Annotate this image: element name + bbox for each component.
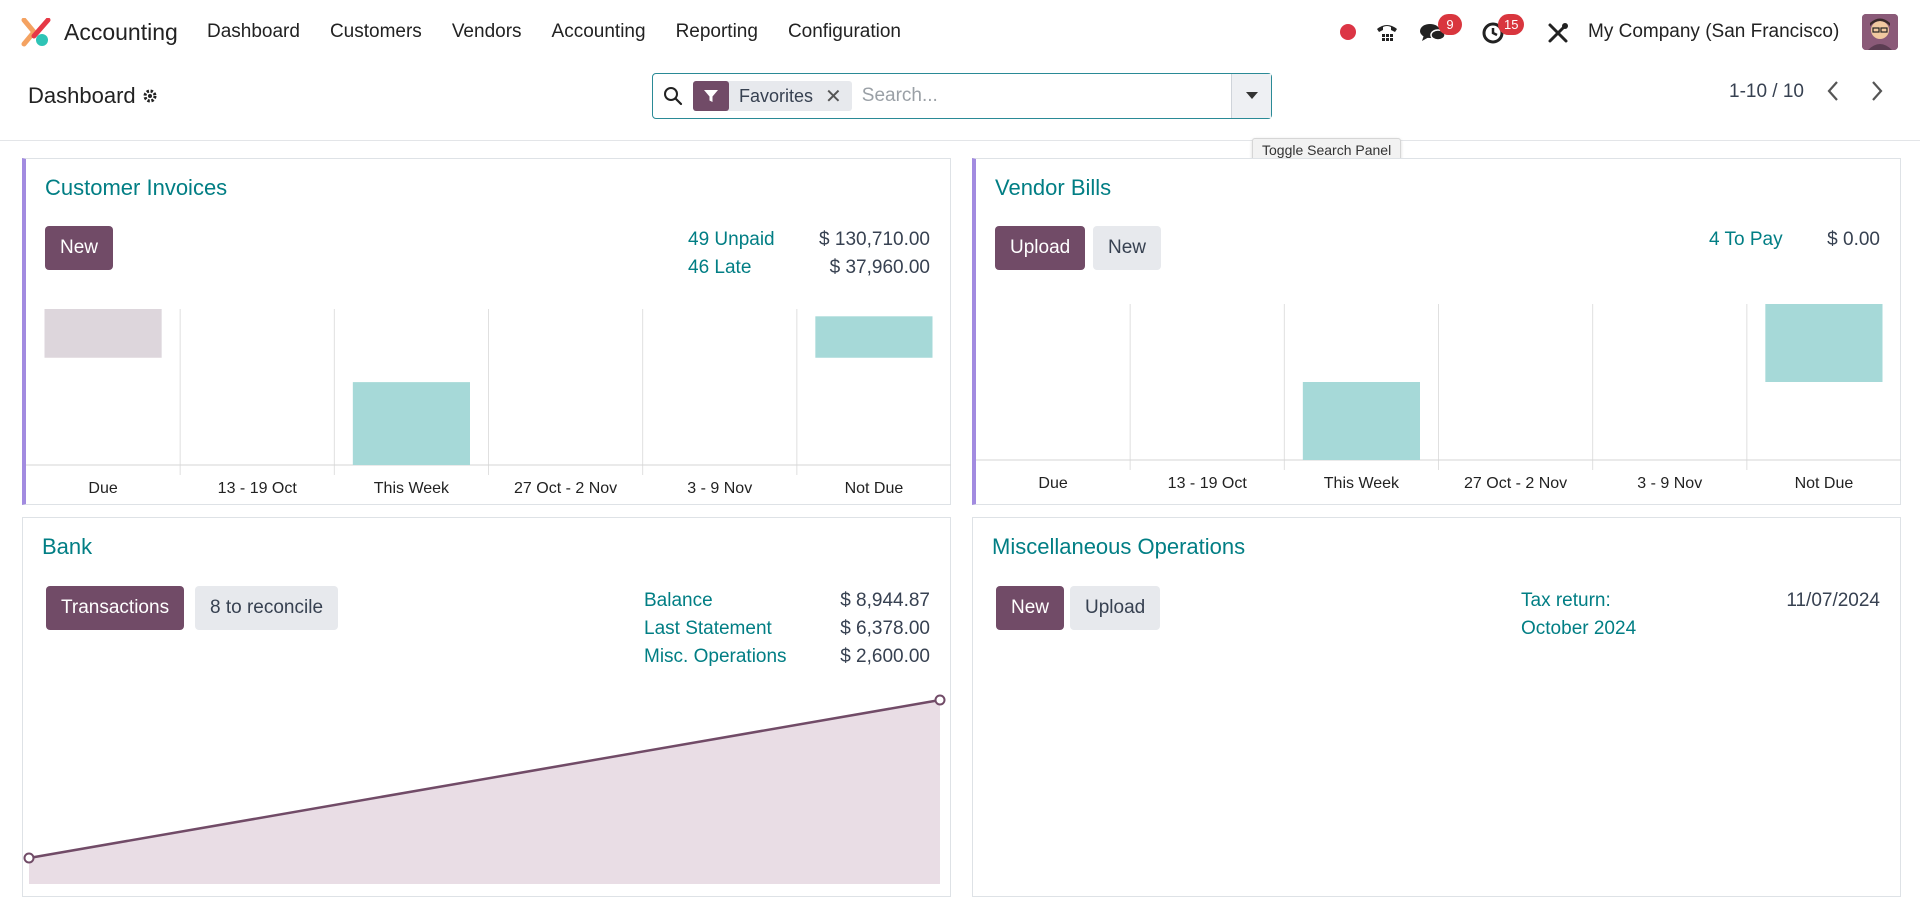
page-title: Dashboard — [28, 83, 136, 108]
reconcile-button[interactable]: 8 to reconcile — [195, 586, 339, 630]
chart-point[interactable] — [23, 852, 35, 864]
pager-value[interactable]: 1-10 / 10 — [1729, 81, 1804, 102]
chart-tick-label: 27 Oct - 2 Nov — [1464, 475, 1567, 492]
control-panel-divider — [0, 140, 1920, 141]
unpaid-invoices-amount: $ 130,710.00 — [819, 229, 930, 250]
chart-tick-label: 13 - 19 Oct — [218, 480, 298, 497]
unpaid-invoices-link[interactable]: 49 Unpaid — [688, 229, 775, 250]
messages-badge: 9 — [1438, 14, 1462, 35]
to-pay-amount: $ 0.00 — [1827, 229, 1880, 250]
chart-tick-label: 3 - 9 Nov — [1637, 475, 1702, 492]
chart-tick-label: This Week — [374, 480, 450, 497]
misc-operations-card: Miscellaneous Operations New Upload Tax … — [972, 517, 1901, 897]
chart-tick-label: This Week — [1324, 475, 1400, 492]
to-pay-link[interactable]: 4 To Pay — [1709, 229, 1783, 250]
top-navbar: Accounting Dashboard Customers Vendors A… — [0, 0, 1920, 64]
breadcrumb: Dashboard — [28, 83, 158, 109]
upload-bill-button[interactable]: Upload — [995, 226, 1086, 270]
customer-invoices-card: Customer Invoices New 49 Unpaid $ 130,71… — [22, 158, 951, 505]
misc-operations-link[interactable]: Misc. Operations — [644, 646, 787, 667]
transactions-button[interactable]: Transactions — [46, 586, 185, 630]
caret-down-icon — [1245, 92, 1258, 99]
chart-tick-label: 3 - 9 Nov — [687, 480, 752, 497]
menu-configuration[interactable]: Configuration — [787, 21, 901, 42]
last-statement-link[interactable]: Last Statement — [644, 618, 772, 639]
facet-label: Favorites — [739, 85, 814, 106]
misc-operations-amount: $ 2,600.00 — [840, 646, 930, 667]
balance-link[interactable]: Balance — [644, 590, 713, 611]
chart-bar[interactable] — [815, 316, 933, 358]
toggle-search-panel-button[interactable] — [1231, 74, 1271, 118]
pager-next-icon[interactable] — [1870, 80, 1884, 108]
filter-icon — [693, 81, 729, 111]
search-bar: Favorites ✕ — [652, 73, 1272, 119]
chart-bar[interactable] — [1302, 382, 1420, 460]
search-input[interactable] — [857, 74, 1231, 118]
tax-return-label[interactable]: Tax return: — [1521, 590, 1611, 611]
main-menu: Dashboard Customers Vendors Accounting R… — [207, 21, 931, 43]
vendor-bills-title[interactable]: Vendor Bills — [995, 175, 1112, 200]
new-invoice-button[interactable]: New — [45, 226, 114, 270]
bank-card: Bank Transactions 8 to reconcile Balance… — [22, 517, 951, 897]
tools-icon[interactable] — [1543, 18, 1573, 48]
bank-title[interactable]: Bank — [42, 534, 93, 559]
chart-bar[interactable] — [352, 382, 470, 465]
recording-indicator-icon[interactable] — [1340, 24, 1356, 40]
upload-entry-button[interactable]: Upload — [1070, 586, 1161, 630]
menu-vendors[interactable]: Vendors — [451, 21, 522, 42]
late-invoices-amount: $ 37,960.00 — [829, 257, 930, 278]
chart-tick-label: Not Due — [845, 480, 904, 497]
chart-tick-label: 13 - 19 Oct — [1168, 475, 1248, 492]
chart-tick-label: Due — [1038, 475, 1067, 492]
messages-icon[interactable] — [1418, 18, 1448, 48]
app-name[interactable]: Accounting — [64, 19, 178, 45]
chart-tick-label: Not Due — [1795, 475, 1854, 492]
tax-return-period[interactable]: October 2024 — [1521, 618, 1637, 639]
tax-return-date: 11/07/2024 — [1786, 590, 1880, 611]
chart-bar[interactable] — [1765, 304, 1883, 382]
chart-tick-label: Due — [88, 480, 117, 497]
phone-icon[interactable] — [1372, 18, 1402, 48]
user-avatar[interactable] — [1862, 14, 1898, 50]
chart-area — [29, 700, 940, 884]
company-switcher[interactable]: My Company (San Francisco) — [1588, 21, 1840, 42]
new-bill-button[interactable]: New — [1093, 226, 1162, 270]
balance-amount: $ 8,944.87 — [840, 590, 930, 611]
customer-invoices-title[interactable]: Customer Invoices — [45, 175, 228, 200]
misc-operations-title[interactable]: Miscellaneous Operations — [992, 534, 1246, 559]
activities-badge: 15 — [1498, 14, 1525, 35]
bank-balance-chart — [23, 694, 946, 884]
menu-dashboard[interactable]: Dashboard — [207, 21, 300, 42]
customer-invoices-chart: Due 13 - 19 Oct This Week 27 Oct - 2 Nov 3 -… — [26, 309, 951, 497]
search-icon — [653, 86, 693, 106]
search-facet-favorites: Favorites ✕ — [693, 81, 852, 111]
menu-reporting[interactable]: Reporting — [675, 21, 758, 42]
gear-icon[interactable] — [142, 88, 158, 104]
menu-customers[interactable]: Customers — [329, 21, 422, 42]
last-statement-amount: $ 6,378.00 — [840, 618, 930, 639]
menu-accounting[interactable]: Accounting — [551, 21, 646, 42]
facet-remove-icon[interactable]: ✕ — [825, 85, 842, 108]
chart-tick-label: 27 Oct - 2 Nov — [514, 480, 617, 497]
vendor-bills-card: Vendor Bills Upload New 4 To Pay $ 0.00 … — [972, 158, 1901, 505]
new-entry-button[interactable]: New — [996, 586, 1065, 630]
chart-line — [28, 698, 941, 860]
chart-bar[interactable] — [44, 309, 162, 358]
accounting-app-logo-icon[interactable] — [20, 18, 52, 48]
chart-point[interactable] — [934, 694, 946, 706]
late-invoices-link[interactable]: 46 Late — [688, 257, 752, 278]
vendor-bills-chart: Due 13 - 19 Oct This Week 27 Oct - 2 Nov 3 -… — [976, 304, 1901, 492]
pager-previous-icon[interactable] — [1826, 80, 1840, 108]
